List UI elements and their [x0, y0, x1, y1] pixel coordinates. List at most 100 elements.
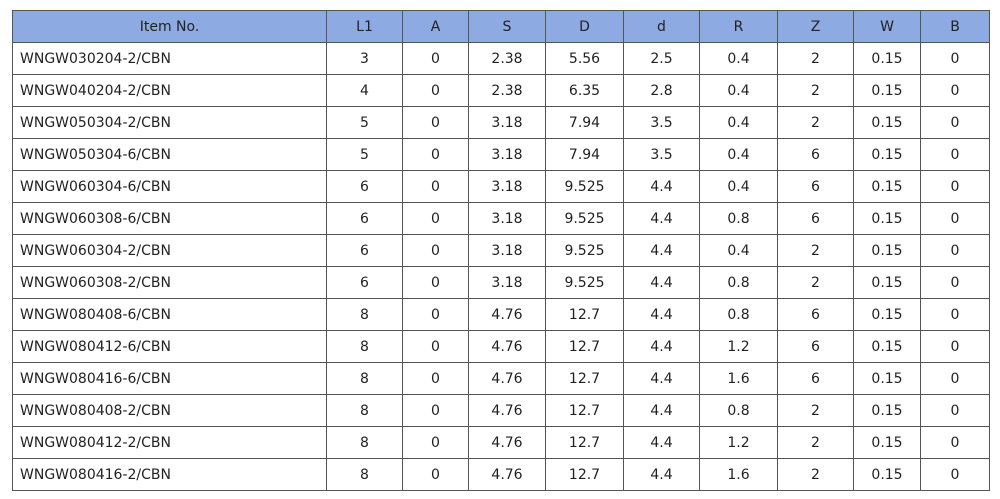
table-body: WNGW030204-2/CBN 3 0 2.38 5.56 2.5 0.4 2 0.15 0 WN…: [12, 42, 990, 491]
item-cell: WNGW080408-6/CBN: [12, 298, 327, 331]
value-cell: 0: [402, 42, 469, 75]
item-cell: WNGW060308-2/CBN: [12, 266, 327, 299]
value-cell: 2: [777, 394, 854, 427]
header-cell: B: [920, 10, 990, 43]
value-cell: 0.15: [853, 330, 921, 363]
value-cell: 3.18: [468, 106, 546, 139]
value-cell: 1.6: [699, 362, 778, 395]
value-cell: 0.15: [853, 266, 921, 299]
table-row: WNGW030204-2/CBN 3 0 2.38 5.56 2.5 0.4 2 0.15 0: [12, 42, 990, 75]
value-cell: 0.8: [699, 298, 778, 331]
table-row: WNGW040204-2/CBN 4 0 2.38 6.35 2.8 0.4 2 0.15 0: [12, 74, 990, 107]
value-cell: 3.18: [468, 266, 546, 299]
value-cell: 0: [920, 74, 990, 107]
value-cell: 0.15: [853, 202, 921, 235]
value-cell: 12.7: [545, 458, 624, 491]
value-cell: 0: [402, 106, 469, 139]
value-cell: 6: [326, 266, 403, 299]
value-cell: 12.7: [545, 298, 624, 331]
value-cell: 4.76: [468, 298, 546, 331]
value-cell: 8: [326, 426, 403, 459]
value-cell: 0: [402, 170, 469, 203]
item-cell: WNGW080416-2/CBN: [12, 458, 327, 491]
value-cell: 0: [402, 426, 469, 459]
value-cell: 3.18: [468, 202, 546, 235]
value-cell: 4.4: [623, 330, 700, 363]
value-cell: 2: [777, 234, 854, 267]
value-cell: 0.8: [699, 394, 778, 427]
item-cell: WNGW040204-2/CBN: [12, 74, 327, 107]
value-cell: 4.4: [623, 362, 700, 395]
table-row: WNGW050304-6/CBN 5 0 3.18 7.94 3.5 0.4 6 0.15 0: [12, 138, 990, 171]
value-cell: 0.15: [853, 426, 921, 459]
header-cell: Item No.: [12, 10, 327, 43]
table-row: WNGW080412-6/CBN 8 0 4.76 12.7 4.4 1.2 6 0.15 0: [12, 330, 990, 363]
header-cell: L1: [326, 10, 403, 43]
value-cell: 0.4: [699, 42, 778, 75]
header-cell: W: [853, 10, 921, 43]
value-cell: 2: [777, 266, 854, 299]
value-cell: 2.8: [623, 74, 700, 107]
item-cell: WNGW080408-2/CBN: [12, 394, 327, 427]
value-cell: 0.15: [853, 234, 921, 267]
value-cell: 2: [777, 426, 854, 459]
value-cell: 8: [326, 330, 403, 363]
value-cell: 2: [777, 458, 854, 491]
value-cell: 0: [402, 394, 469, 427]
value-cell: 6: [777, 170, 854, 203]
header-cell: Z: [777, 10, 854, 43]
value-cell: 0.15: [853, 362, 921, 395]
value-cell: 3.18: [468, 170, 546, 203]
item-cell: WNGW060308-6/CBN: [12, 202, 327, 235]
value-cell: 9.525: [545, 266, 624, 299]
value-cell: 8: [326, 362, 403, 395]
table-row: WNGW080416-2/CBN 8 0 4.76 12.7 4.4 1.6 2 0.15 0: [12, 458, 990, 491]
value-cell: 0.15: [853, 170, 921, 203]
value-cell: 5: [326, 106, 403, 139]
value-cell: 8: [326, 458, 403, 491]
value-cell: 0: [402, 74, 469, 107]
value-cell: 5.56: [545, 42, 624, 75]
item-cell: WNGW050304-6/CBN: [12, 138, 327, 171]
value-cell: 8: [326, 394, 403, 427]
item-cell: WNGW080412-2/CBN: [12, 426, 327, 459]
table-row: WNGW080408-6/CBN 8 0 4.76 12.7 4.4 0.8 6 0.15 0: [12, 298, 990, 331]
value-cell: 4: [326, 74, 403, 107]
value-cell: 9.525: [545, 170, 624, 203]
header-cell: d: [623, 10, 700, 43]
value-cell: 12.7: [545, 362, 624, 395]
value-cell: 3.18: [468, 234, 546, 267]
value-cell: 0.15: [853, 458, 921, 491]
item-cell: WNGW060304-2/CBN: [12, 234, 327, 267]
value-cell: 0.8: [699, 202, 778, 235]
value-cell: 3.5: [623, 138, 700, 171]
value-cell: 0: [920, 42, 990, 75]
item-cell: WNGW080412-6/CBN: [12, 330, 327, 363]
value-cell: 0.15: [853, 138, 921, 171]
value-cell: 6: [777, 330, 854, 363]
value-cell: 0.4: [699, 138, 778, 171]
value-cell: 12.7: [545, 330, 624, 363]
value-cell: 12.7: [545, 394, 624, 427]
value-cell: 0.15: [853, 106, 921, 139]
value-cell: 2: [777, 106, 854, 139]
value-cell: 9.525: [545, 234, 624, 267]
value-cell: 6.35: [545, 74, 624, 107]
value-cell: 0.15: [853, 42, 921, 75]
value-cell: 4.4: [623, 426, 700, 459]
value-cell: 4.76: [468, 394, 546, 427]
value-cell: 2.38: [468, 42, 546, 75]
value-cell: 0.15: [853, 298, 921, 331]
value-cell: 0: [402, 298, 469, 331]
value-cell: 0.15: [853, 74, 921, 107]
value-cell: 8: [326, 298, 403, 331]
item-cell: WNGW080416-6/CBN: [12, 362, 327, 395]
item-cell: WNGW060304-6/CBN: [12, 170, 327, 203]
table-row: WNGW060304-2/CBN 6 0 3.18 9.525 4.4 0.4 2 0.15 0: [12, 234, 990, 267]
table-row: WNGW080408-2/CBN 8 0 4.76 12.7 4.4 0.8 2 0.15 0: [12, 394, 990, 427]
value-cell: 0: [402, 362, 469, 395]
value-cell: 4.76: [468, 362, 546, 395]
value-cell: 2: [777, 42, 854, 75]
table-row: WNGW050304-2/CBN 5 0 3.18 7.94 3.5 0.4 2 0.15 0: [12, 106, 990, 139]
